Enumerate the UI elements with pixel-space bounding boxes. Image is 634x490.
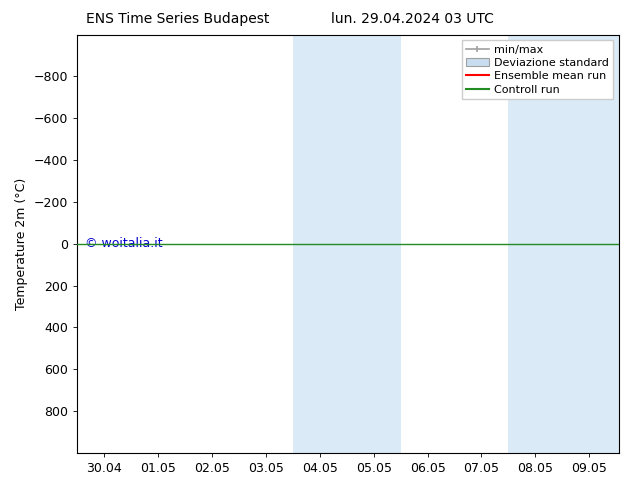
Text: © woitalia.it: © woitalia.it: [85, 237, 163, 250]
Bar: [508, 35, 619, 453]
Y-axis label: Temperature 2m (°C): Temperature 2m (°C): [15, 178, 28, 310]
Bar: [293, 35, 401, 453]
Legend: min/max, Deviazione standard, Ensemble mean run, Controll run: min/max, Deviazione standard, Ensemble m…: [462, 40, 614, 99]
Text: lun. 29.04.2024 03 UTC: lun. 29.04.2024 03 UTC: [331, 12, 493, 26]
Text: ENS Time Series Budapest: ENS Time Series Budapest: [86, 12, 269, 26]
